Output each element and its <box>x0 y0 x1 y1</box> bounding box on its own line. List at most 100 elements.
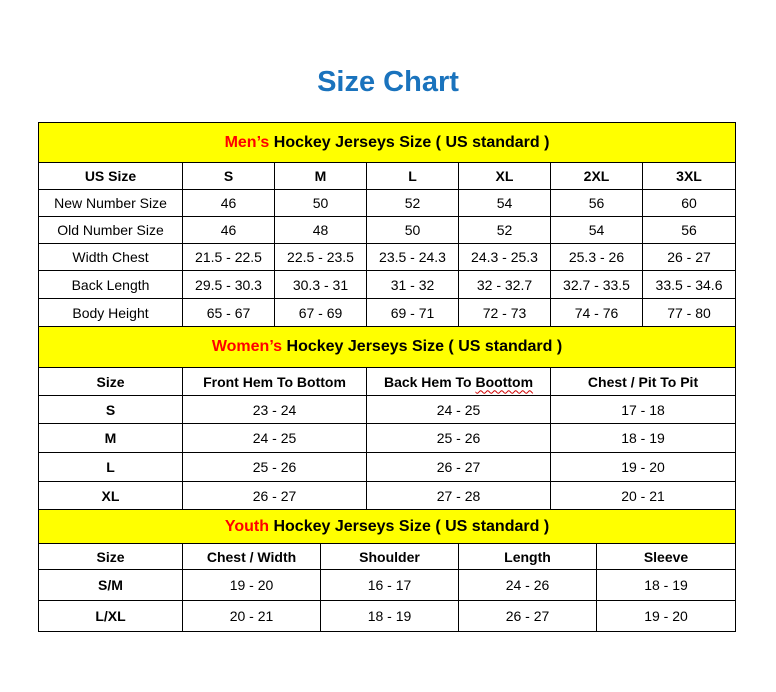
womens-highlight: Women’s <box>211 338 283 355</box>
men-table-cell: 46 <box>182 216 275 244</box>
men-table-row: Width Chest 21.5 - 22.5 22.5 - 23.5 23.5 - … <box>38 243 737 271</box>
men-table-cell: 26 - 27 <box>641 243 737 271</box>
men-row-label: Body Height <box>38 298 183 327</box>
mens-highlight: Men’s <box>224 133 270 151</box>
men-table-cell: 69 - 71 <box>366 298 459 327</box>
mens-heading-text: Hockey Jerseys Size ( US standard ) <box>269 133 550 151</box>
men-table-cell: 21.5 - 22.5 <box>182 243 275 271</box>
youth-table-cell: 26 - 27 <box>458 600 597 632</box>
youth-table-cell: 16 - 17 <box>320 569 459 601</box>
women-table-cell: 23 - 24 <box>182 395 367 424</box>
men-table-cell: 65 - 67 <box>182 298 275 327</box>
women-table-row: XL 26 - 27 27 - 28 20 - 21 <box>38 481 737 510</box>
men-table-cell: 48 <box>274 216 367 244</box>
youth-table-cell: 19 - 20 <box>595 600 737 632</box>
youth-column-header-row: Size Chest / Width Shoulder Length Sleeve <box>38 543 737 570</box>
women-row-label: M <box>38 423 183 453</box>
mens-size-table: Men’s Hockey Jerseys Size ( US standard … <box>37 122 737 327</box>
men-table-cell: 31 - 32 <box>366 270 459 299</box>
womens-section-heading: Women’s Hockey Jerseys Size ( US standar… <box>37 326 737 368</box>
men-table-cell: 54 <box>550 216 643 244</box>
women-table-cell: 27 - 28 <box>366 481 551 510</box>
men-column-header: XL <box>458 162 551 190</box>
women-row-label: S <box>38 395 183 424</box>
women-table-cell: 24 - 25 <box>366 395 551 424</box>
men-table-cell: 54 <box>458 189 551 217</box>
women-table-cell: 25 - 26 <box>182 452 367 482</box>
women-table-cell: 20 - 21 <box>549 481 737 510</box>
womens-size-table: Women’s Hockey Jerseys Size ( US standar… <box>37 326 737 510</box>
men-row-label: Old Number Size <box>38 216 183 244</box>
men-table-cell: 32.7 - 33.5 <box>550 270 643 299</box>
youth-row-label: S/M <box>38 569 183 601</box>
men-column-header: M <box>274 162 367 190</box>
youth-column-header: Length <box>458 543 597 570</box>
men-table-row: Body Height 65 - 67 67 - 69 69 - 71 72 - 73 7… <box>38 298 737 327</box>
men-table-cell: 32 - 32.7 <box>458 270 551 299</box>
women-column-header: Chest / Pit To Pit <box>549 367 737 396</box>
men-table-cell: 77 - 80 <box>641 298 737 327</box>
women-column-header: Front Hem To Bottom <box>182 367 367 396</box>
men-column-header: 2XL <box>550 162 643 190</box>
men-table-cell: 74 - 76 <box>550 298 643 327</box>
youth-table-row: S/M 19 - 20 16 - 17 24 - 26 18 - 19 <box>38 569 737 601</box>
men-table-cell: 60 <box>641 189 737 217</box>
youth-table-cell: 20 - 21 <box>182 600 321 632</box>
youth-column-header: Shoulder <box>320 543 459 570</box>
youth-heading-text: Hockey Jerseys Size ( US standard ) <box>269 517 550 535</box>
youth-table-cell: 18 - 19 <box>320 600 459 632</box>
youth-table-row: L/XL 20 - 21 18 - 19 26 - 27 19 - 20 <box>38 600 737 632</box>
women-table-cell: 26 - 27 <box>366 452 551 482</box>
youth-table-cell: 24 - 26 <box>458 569 597 601</box>
men-column-header: L <box>366 162 459 190</box>
men-table-cell: 56 <box>550 189 643 217</box>
women-table-cell: 17 - 18 <box>549 395 737 424</box>
men-row-label: New Number Size <box>38 189 183 217</box>
men-table-cell: 23.5 - 24.3 <box>366 243 459 271</box>
men-table-cell: 29.5 - 30.3 <box>182 270 275 299</box>
youth-column-header: Chest / Width <box>182 543 321 570</box>
men-table-cell: 56 <box>641 216 737 244</box>
men-table-cell: 22.5 - 23.5 <box>274 243 367 271</box>
women-table-cell: 24 - 25 <box>182 423 367 453</box>
youth-column-header: Size <box>38 543 183 570</box>
men-table-cell: 52 <box>366 189 459 217</box>
women-column-header: Size <box>38 367 183 396</box>
men-table-cell: 25.3 - 26 <box>550 243 643 271</box>
men-column-header: US Size <box>38 162 183 190</box>
men-table-cell: 24.3 - 25.3 <box>458 243 551 271</box>
men-column-header: 3XL <box>641 162 737 190</box>
women-table-cell: 18 - 19 <box>549 423 737 453</box>
women-table-row: M 24 - 25 25 - 26 18 - 19 <box>38 423 737 453</box>
mens-section-heading: Men’s Hockey Jerseys Size ( US standard … <box>37 122 737 163</box>
spellcheck-word: Boottom <box>475 373 534 390</box>
youth-row-label: L/XL <box>38 600 183 632</box>
men-table-cell: 50 <box>274 189 367 217</box>
women-table-row: S 23 - 24 24 - 25 17 - 18 <box>38 395 737 424</box>
youth-column-header: Sleeve <box>595 543 737 570</box>
women-column-header-row: Size Front Hem To Bottom Back Hem To Boott… <box>38 367 737 396</box>
youth-table-cell: 18 - 19 <box>595 569 737 601</box>
men-table-cell: 33.5 - 34.6 <box>641 270 737 299</box>
women-row-label: L <box>38 452 183 482</box>
youth-size-table: Youth Hockey Jerseys Size ( US standard … <box>37 509 737 632</box>
men-table-cell: 72 - 73 <box>458 298 551 327</box>
men-column-header: S <box>182 162 275 190</box>
women-column-header: Back Hem To Boottom <box>366 367 551 396</box>
womens-heading-text: Hockey Jerseys Size ( US standard ) <box>282 338 563 355</box>
men-table-row: Old Number Size 46 48 50 52 54 56 <box>38 216 737 244</box>
women-table-row: L 25 - 26 26 - 27 19 - 20 <box>38 452 737 482</box>
youth-section-heading: Youth Hockey Jerseys Size ( US standard … <box>37 509 737 544</box>
men-column-header-row: US Size S M L XL 2XL 3XL <box>38 162 737 190</box>
women-table-cell: 26 - 27 <box>182 481 367 510</box>
men-table-cell: 50 <box>366 216 459 244</box>
men-table-cell: 30.3 - 31 <box>274 270 367 299</box>
men-table-row: Back Length 29.5 - 30.3 30.3 - 31 31 - 32 32… <box>38 270 737 299</box>
page-title: Size Chart <box>317 66 459 98</box>
men-table-cell: 46 <box>182 189 275 217</box>
youth-table-cell: 19 - 20 <box>182 569 321 601</box>
women-table-cell: 25 - 26 <box>366 423 551 453</box>
women-row-label: XL <box>38 481 183 510</box>
men-table-cell: 52 <box>458 216 551 244</box>
women-table-cell: 19 - 20 <box>549 452 737 482</box>
